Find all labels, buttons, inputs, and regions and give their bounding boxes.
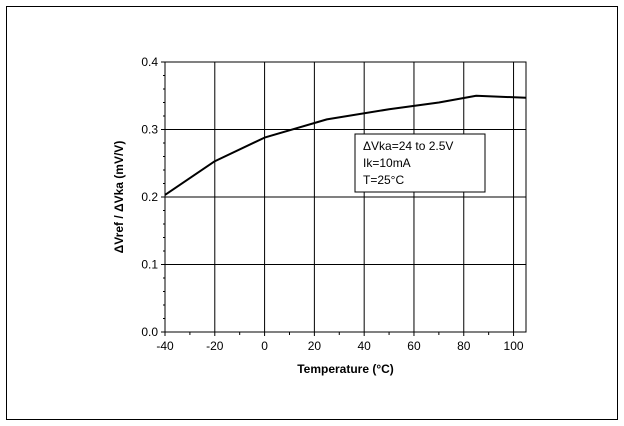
y-tick-label: 0.2	[141, 190, 158, 204]
annotation-line-2: Ik=10mA	[363, 156, 411, 170]
series-layer	[164, 94, 527, 196]
x-tick-label: 20	[308, 339, 322, 353]
x-tick-label: -40	[156, 339, 174, 353]
grid-layer	[164, 61, 526, 333]
x-tick-label: 0	[261, 339, 268, 353]
plot-area-border	[164, 61, 527, 333]
tick-layer	[161, 61, 515, 336]
x-tick-label: 80	[457, 339, 471, 353]
chart-frame	[6, 6, 618, 420]
y-tick-label: 0.0	[141, 325, 158, 339]
x-tick-label: 60	[407, 339, 421, 353]
y-axis-title: ΔVref / ΔVka (mV/V)	[112, 141, 126, 254]
x-tick-label: 100	[504, 339, 524, 353]
x-axis-title: Temperature (°C)	[297, 362, 394, 376]
annotation-line-3: T=25°C	[363, 173, 404, 187]
y-tick-label: 0.4	[141, 55, 158, 69]
y-tick-label: 0.1	[141, 258, 158, 272]
label-layer: -40 -20 0 20 40 60 80 100 0.0 0.1 0.2 0.3 0.4	[141, 55, 524, 353]
y-tick-label: 0.3	[141, 123, 158, 137]
annotation-box	[354, 133, 486, 193]
x-tick-label: -20	[206, 339, 224, 353]
series-line	[164, 94, 527, 196]
annotation-line-1: ΔVka=24 to 2.5V	[363, 139, 453, 153]
x-tick-label: 40	[357, 339, 371, 353]
